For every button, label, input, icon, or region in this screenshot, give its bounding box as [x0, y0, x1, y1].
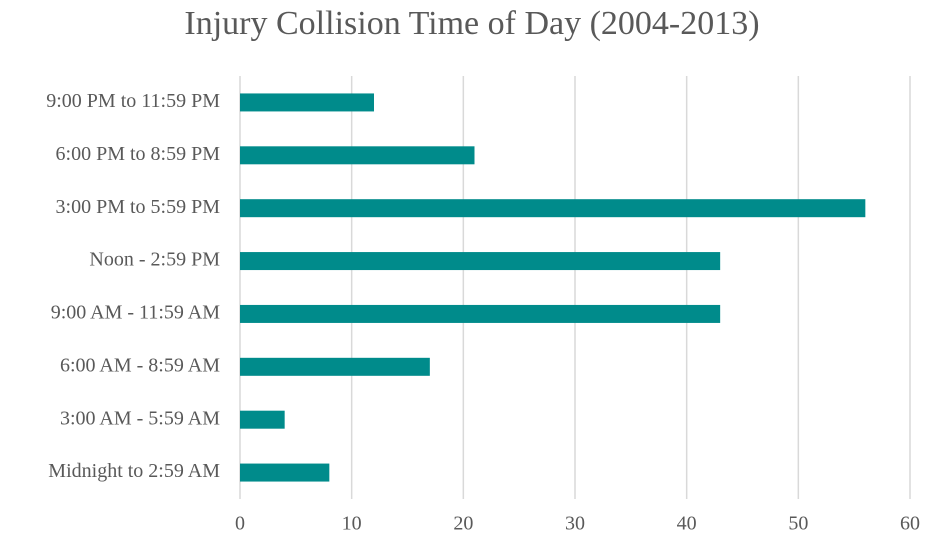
bar [240, 252, 721, 271]
bar [240, 304, 721, 323]
bar [240, 93, 374, 112]
x-tick-label: 40 [677, 513, 697, 535]
y-tick-label: Midnight to 2:59 AM [48, 460, 220, 482]
y-tick-label: 6:00 AM - 8:59 AM [60, 354, 220, 376]
y-tick-label: 3:00 AM - 5:59 AM [60, 407, 220, 429]
bar [240, 463, 330, 482]
x-tick-label: 50 [788, 513, 808, 535]
chart-title: Injury Collision Time of Day (2004-2013) [184, 5, 759, 42]
bar [240, 357, 430, 376]
bar [240, 199, 866, 218]
y-tick-label: 9:00 PM to 11:59 PM [46, 90, 220, 112]
y-tick-label: 3:00 PM to 5:59 PM [56, 196, 221, 218]
bar [240, 410, 285, 429]
x-tick-label: 10 [342, 513, 362, 535]
x-tick-label: 60 [900, 513, 920, 535]
y-tick-label: 9:00 AM - 11:59 AM [51, 302, 220, 324]
x-tick-label: 0 [235, 513, 245, 535]
x-tick-label: 20 [453, 513, 473, 535]
y-tick-label: Noon - 2:59 PM [89, 249, 220, 271]
bar [240, 146, 475, 165]
y-tick-label: 6:00 PM to 8:59 PM [56, 143, 221, 165]
x-tick-label: 30 [565, 513, 585, 535]
